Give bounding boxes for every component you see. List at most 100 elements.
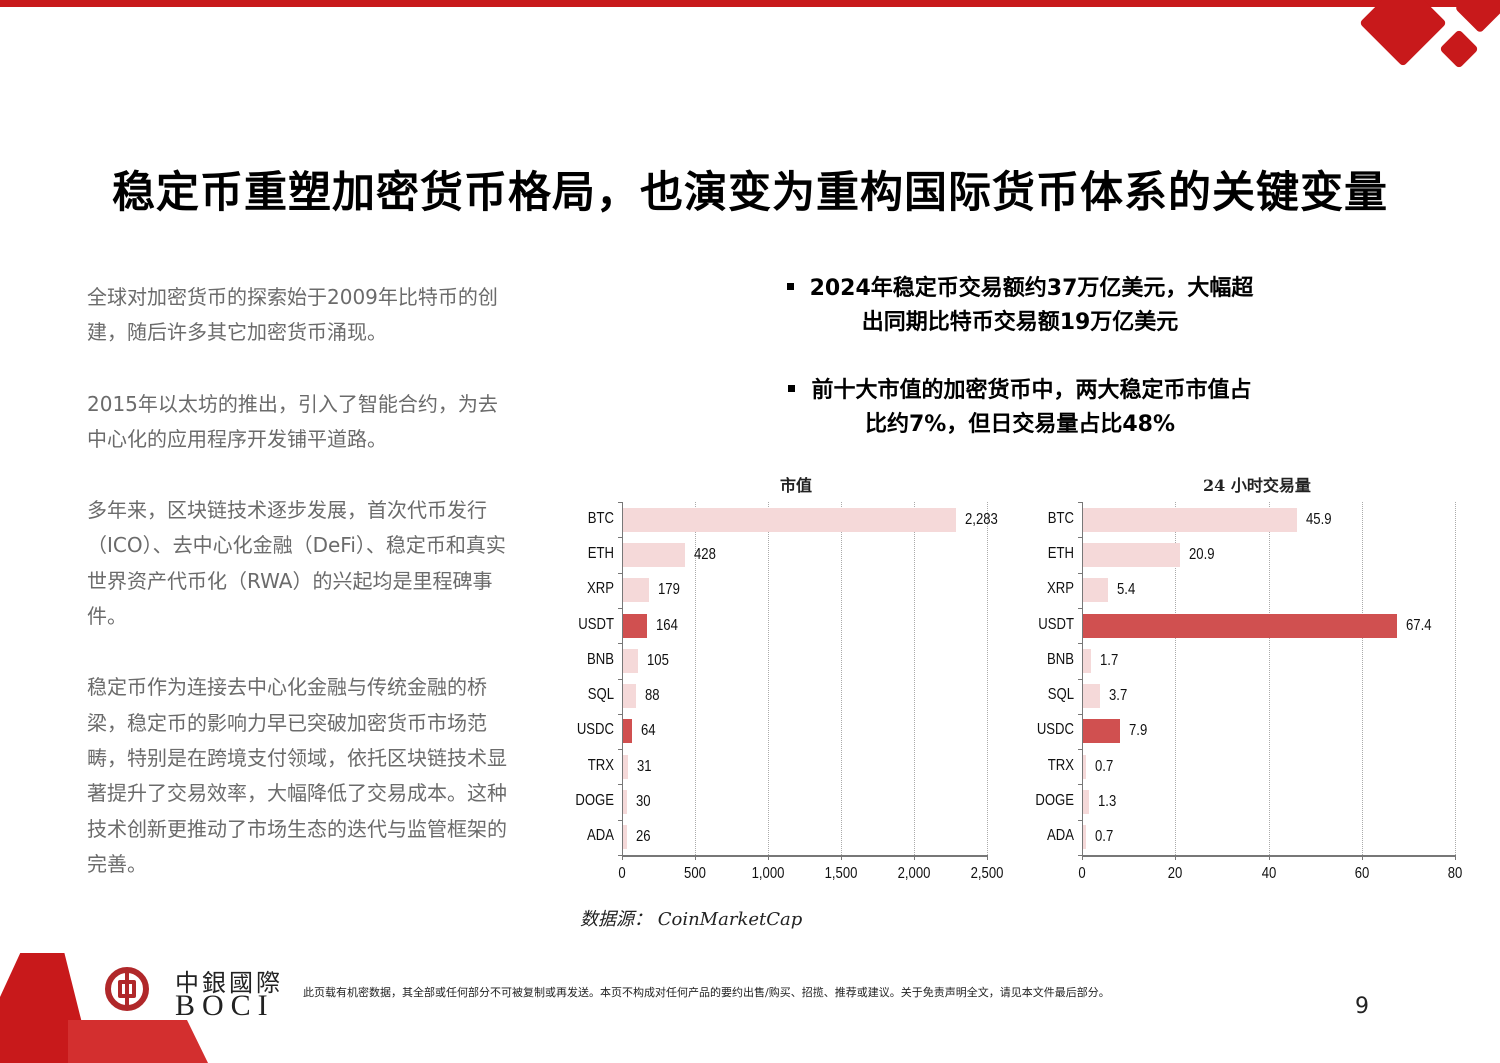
- category-label: USDT: [1038, 615, 1074, 633]
- bar: [623, 542, 686, 567]
- value-label: 26: [635, 828, 651, 846]
- y-tick: [1078, 819, 1082, 821]
- y-axis: [1082, 502, 1083, 855]
- category-label: TRX: [1047, 756, 1074, 774]
- decorative-diamond-top-right: [1454, 0, 1500, 34]
- gridline: [914, 502, 915, 855]
- bar: [1083, 754, 1087, 779]
- x-tick: [1268, 855, 1270, 860]
- x-tick-label: 2,500: [970, 865, 1004, 882]
- bar-stablecoin: [1083, 719, 1120, 744]
- y-tick: [1078, 855, 1082, 856]
- y-tick: [618, 502, 622, 503]
- value-label: 428: [694, 545, 717, 563]
- x-tick: [914, 855, 915, 860]
- x-tick-label: 0: [618, 865, 626, 882]
- category-label: ADA: [1047, 827, 1074, 845]
- category-label: XRP: [587, 580, 614, 598]
- value-label: 2,283: [965, 510, 999, 528]
- category-label: BNB: [1047, 650, 1074, 668]
- x-tick-label: 500: [684, 865, 706, 882]
- x-tick: [841, 855, 842, 860]
- x-tick-label: 60: [1354, 865, 1370, 882]
- gridline: [987, 502, 988, 855]
- gridline: [768, 502, 769, 855]
- bar: [623, 790, 628, 815]
- y-tick: [618, 713, 622, 715]
- bar: [1083, 790, 1090, 815]
- gridline: [841, 502, 842, 855]
- bar: [623, 507, 957, 532]
- y-tick: [1078, 713, 1082, 715]
- value-label: 45.9: [1306, 510, 1332, 528]
- category-label: SQL: [1047, 686, 1074, 704]
- y-tick: [1078, 749, 1082, 751]
- x-axis: [1082, 855, 1455, 857]
- bar-stablecoin: [623, 613, 647, 638]
- market-cap-chart-title: 市值: [780, 476, 813, 495]
- bar: [1083, 507, 1297, 532]
- gridline: [1455, 502, 1456, 855]
- key-point: 2024年稳定币交易额约37万亿美元，大幅超 出同期比特币交易额19万亿美元: [740, 272, 1300, 340]
- y-tick: [618, 572, 622, 574]
- value-label: 30: [636, 793, 651, 811]
- bar: [623, 684, 636, 709]
- x-tick: [622, 855, 623, 860]
- value-label: 164: [655, 616, 678, 634]
- bullet-square-icon: [786, 282, 794, 290]
- y-tick: [618, 749, 622, 751]
- category-label: ADA: [587, 827, 614, 845]
- y-tick: [618, 784, 622, 786]
- category-label: BTC: [587, 509, 614, 527]
- value-label: 0.7: [1095, 828, 1114, 846]
- paragraph-ethereum: 2015年以太坊的推出，引入了智能合约，为去中心化的应用程序开发铺平道路。: [87, 391, 498, 451]
- y-tick: [1078, 572, 1082, 574]
- y-tick: [1078, 678, 1082, 680]
- decorative-diamond-large: [1359, 0, 1447, 67]
- y-tick: [1078, 537, 1082, 539]
- x-tick-label: 1,500: [824, 865, 858, 882]
- y-tick: [618, 819, 622, 821]
- category-label: USDC: [576, 721, 614, 739]
- x-tick: [1361, 855, 1363, 860]
- value-label: 31: [636, 757, 652, 775]
- bar: [1083, 578, 1109, 603]
- category-label: USDT: [578, 615, 614, 633]
- category-label: DOGE: [575, 792, 614, 810]
- x-tick-label: 80: [1447, 865, 1463, 882]
- logo-english-name: BOCI: [175, 989, 275, 1022]
- value-label: 5.4: [1117, 581, 1136, 599]
- data-source: 数据源： CoinMarketCap: [580, 909, 803, 930]
- bar: [623, 825, 627, 850]
- bar: [623, 578, 650, 603]
- value-label: 67.4: [1406, 616, 1432, 634]
- bar: [623, 648, 639, 673]
- category-label: DOGE: [1035, 792, 1074, 810]
- decorative-diamond-small: [1439, 29, 1479, 69]
- x-tick-label: 2,000: [897, 865, 931, 882]
- category-label: BTC: [1047, 509, 1074, 527]
- category-label: USDC: [1036, 721, 1074, 739]
- value-label: 7.9: [1128, 722, 1148, 740]
- y-tick: [618, 855, 622, 856]
- gridline: [1361, 502, 1363, 855]
- x-tick-label: 20: [1167, 865, 1183, 882]
- page-number: 9: [1355, 994, 1369, 1019]
- page-title: 稳定币重塑加密货币格局，也演变为重构国际货币体系的关键变量: [112, 168, 1388, 218]
- bar-stablecoin: [623, 719, 633, 744]
- top-red-bar: [0, 0, 1500, 7]
- x-tick: [695, 855, 696, 860]
- value-label: 1.3: [1098, 793, 1117, 811]
- boc-emblem-icon: [105, 967, 149, 1011]
- value-label: 20.9: [1189, 545, 1215, 563]
- value-label: 0.7: [1095, 757, 1114, 775]
- gridline: [695, 502, 696, 855]
- y-tick: [618, 537, 622, 539]
- gridline: [1175, 502, 1177, 855]
- volume-chart-title: 24 小时交易量: [1203, 476, 1311, 495]
- y-tick: [1078, 643, 1082, 645]
- bar: [1083, 648, 1091, 673]
- x-axis: [622, 855, 987, 857]
- value-label: 1.7: [1099, 651, 1119, 669]
- y-tick: [1078, 607, 1082, 609]
